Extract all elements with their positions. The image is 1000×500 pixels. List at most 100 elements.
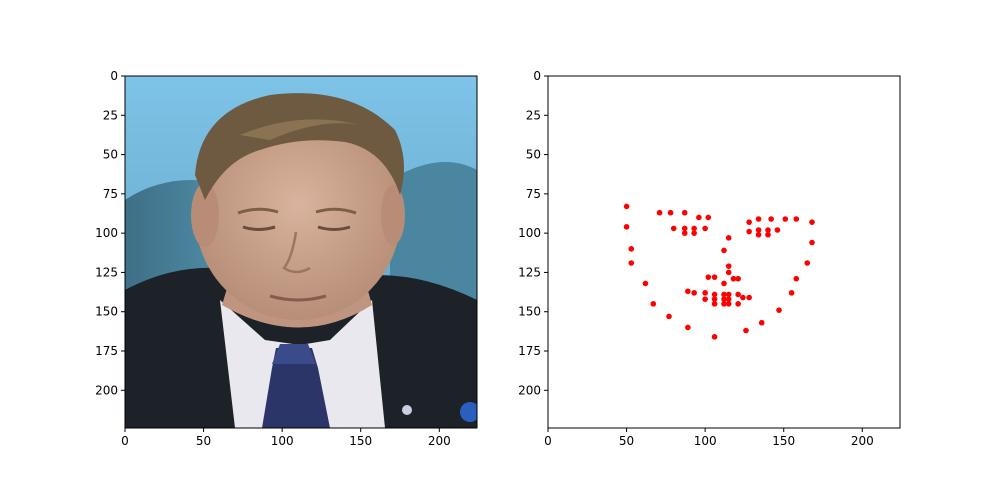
landmark-point xyxy=(721,291,727,298)
landmark-point xyxy=(681,209,688,216)
landmark-point xyxy=(642,280,649,287)
landmark-point xyxy=(725,269,732,276)
landmark-point xyxy=(623,224,630,230)
landmark-point xyxy=(809,239,815,246)
landmark-point xyxy=(746,294,752,301)
landmark-point xyxy=(804,260,811,266)
landmark-y-tick-label: 75 xyxy=(526,187,541,201)
landmark-point xyxy=(809,219,815,225)
landmark-point xyxy=(782,216,789,222)
landmark-y-tick-label: 200 xyxy=(518,383,541,397)
landmark-point xyxy=(746,228,752,235)
photo-y-tick-label: 75 xyxy=(103,187,118,201)
photo-x-tick-label: 150 xyxy=(349,434,372,448)
landmark-point xyxy=(740,294,746,301)
landmark-y-tick-label: 100 xyxy=(518,226,541,240)
landmark-point xyxy=(721,301,727,307)
photo-frame xyxy=(124,75,478,429)
photo-panel: 0 50 100 150 200 0 25 50 75 100 125 150 175 200 xyxy=(95,69,478,448)
landmark-point xyxy=(681,225,688,232)
landmark-point xyxy=(628,260,635,266)
landmark-point xyxy=(755,231,762,238)
landmark-point xyxy=(705,214,712,221)
landmark-point xyxy=(685,288,691,295)
landmark-point xyxy=(691,230,697,236)
landmark-x-tick-label: 0 xyxy=(544,434,552,448)
landmark-point xyxy=(702,290,708,296)
landmark-point xyxy=(793,275,800,282)
landmark-x-tick-label: 200 xyxy=(851,434,874,448)
landmark-point xyxy=(725,301,732,307)
landmark-point xyxy=(755,216,762,222)
photo-x-tick-label: 50 xyxy=(196,434,211,448)
landmark-point xyxy=(758,319,765,326)
landmark-y-tick-label: 125 xyxy=(518,265,541,279)
landmark-point xyxy=(650,301,657,307)
landmark-point xyxy=(788,290,795,296)
landmark-point xyxy=(774,227,781,233)
landmark-point xyxy=(711,274,718,280)
landmark-point xyxy=(623,203,630,210)
landmark-point xyxy=(685,324,691,331)
photo-x-tick-label: 0 xyxy=(121,434,129,448)
landmark-point xyxy=(702,225,708,232)
landmark-point xyxy=(705,274,712,280)
landmark-point xyxy=(696,214,702,221)
photo-y-tick-label: 25 xyxy=(103,108,118,122)
landmark-x-tick-label: 100 xyxy=(694,434,717,448)
landmark-point xyxy=(725,291,732,298)
landmark-axes: 0 50 100 150 200 0 25 50 75 100 125 150 175 200 xyxy=(518,69,874,448)
landmark-point xyxy=(746,219,752,225)
landmark-point xyxy=(681,230,688,236)
landmark-point xyxy=(730,275,737,282)
landmark-point xyxy=(691,225,697,232)
landmark-panel: 0 50 100 150 200 0 25 50 75 100 125 150 175 200 xyxy=(518,69,901,448)
landmark-point xyxy=(721,247,727,254)
landmark-point xyxy=(755,227,762,233)
landmark-point xyxy=(743,327,749,334)
photo-y-tick-label: 100 xyxy=(95,226,118,240)
face-photo xyxy=(125,76,477,428)
landmark-y-tick-label: 0 xyxy=(533,69,541,83)
landmark-point xyxy=(793,216,800,222)
landmark-point xyxy=(735,291,741,298)
landmark-point xyxy=(711,301,718,307)
landmark-point xyxy=(768,216,774,222)
landmark-point xyxy=(721,296,727,302)
photo-x-tick-label: 200 xyxy=(428,434,451,448)
landmark-point xyxy=(628,246,635,252)
landmark-point xyxy=(725,296,732,302)
photo-y-tick-label: 0 xyxy=(110,69,118,83)
landmark-point xyxy=(702,296,708,302)
landmark-x-tick-label: 150 xyxy=(772,434,795,448)
landmark-point xyxy=(656,209,663,216)
landmark-x-tick-label: 50 xyxy=(619,434,634,448)
photo-y-tick-label: 200 xyxy=(95,383,118,397)
landmark-point xyxy=(667,209,674,216)
landmark-point xyxy=(711,296,718,302)
landmark-point xyxy=(725,263,732,269)
landmark-point xyxy=(691,290,697,296)
landmark-point xyxy=(666,313,672,320)
photo-y-tick-label: 150 xyxy=(95,305,118,319)
photo-axes: 0 50 100 150 200 0 25 50 75 100 125 150 175 200 xyxy=(95,69,451,448)
landmark-point xyxy=(670,225,677,232)
landmark-point xyxy=(735,275,741,282)
photo-x-tick-label: 100 xyxy=(271,434,294,448)
landmark-y-tick-label: 50 xyxy=(526,148,541,162)
landmark-point xyxy=(765,231,771,238)
landmark-point xyxy=(776,307,782,313)
photo-y-tick-label: 175 xyxy=(95,344,118,358)
photo-y-tick-label: 125 xyxy=(95,265,118,279)
landmark-y-tick-label: 150 xyxy=(518,305,541,319)
landmark-point xyxy=(725,235,732,241)
landmark-point xyxy=(765,227,771,233)
landmark-point xyxy=(711,334,718,340)
landmark-point xyxy=(721,280,727,287)
landmark-point xyxy=(711,291,718,298)
landmark-points xyxy=(623,203,815,340)
landmark-y-tick-label: 175 xyxy=(518,344,541,358)
photo-y-tick-label: 50 xyxy=(103,148,118,162)
landmark-y-tick-label: 25 xyxy=(526,108,541,122)
